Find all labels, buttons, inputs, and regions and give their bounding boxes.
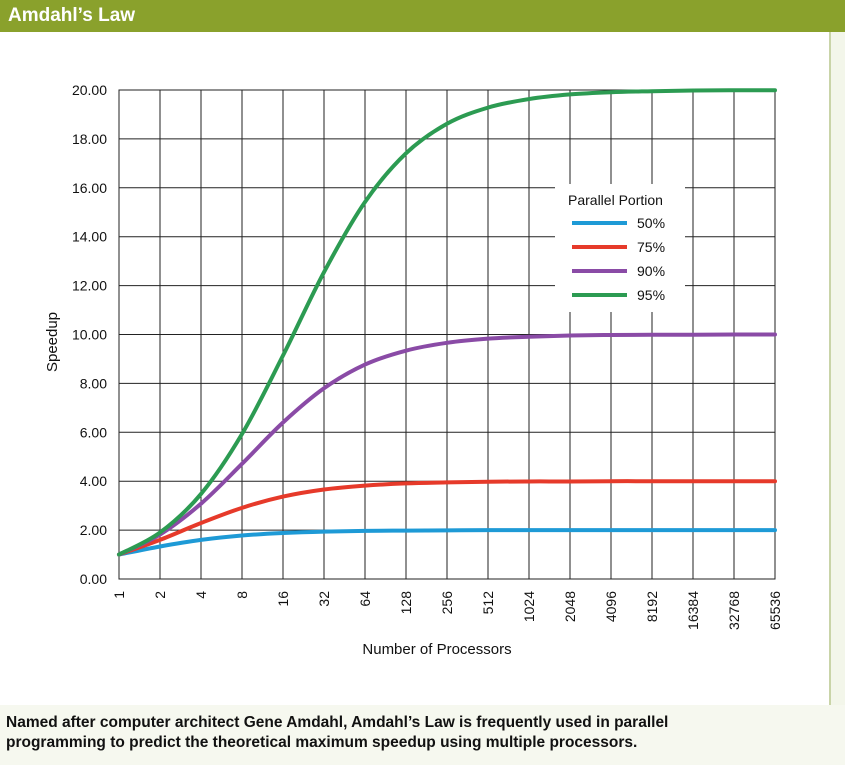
y-tick-label: 16.00 [72,180,107,196]
x-tick-label: 4096 [603,591,619,622]
axes-layer: 0.00 2.00 4.00 6.00 8.00 10.00 12.00 14.00 16.00… [44,82,783,658]
x-axis-title: Number of Processors [362,641,511,658]
header-title: Amdahl’s Law [8,5,136,26]
x-tick-label: 16 [275,591,291,607]
y-tick-label: 0.00 [80,571,107,587]
x-tick-label: 4 [193,591,209,599]
y-axis-title: Speedup [44,312,61,372]
x-tick-label: 1024 [521,591,537,622]
caption-area [0,705,845,765]
series-layer [117,88,777,557]
x-tick-label: 2 [152,591,168,599]
x-tick-label: 8192 [644,591,660,622]
y-tick-label: 8.00 [80,375,107,391]
caption-line-2: programming to predict the theoretical m… [6,734,638,751]
caption-line-1: Named after computer architect Gene Amda… [6,714,669,731]
figure-caption: Named after computer architect Gene Amda… [6,713,826,753]
x-tick-label: 1 [111,591,127,599]
y-tick-label: 10.00 [72,327,107,343]
legend-title: Parallel Portion [568,192,663,208]
x-tick-label: 8 [234,591,250,599]
y-tick-label: 2.00 [80,522,107,538]
chart-panel: 0.00 2.00 4.00 6.00 8.00 10.00 12.00 14.00 16.00… [0,32,831,705]
y-tick-label: 12.00 [72,278,107,294]
legend: Parallel Portion 50% 75% 90% 95% [555,184,685,312]
legend-entry-label: 90% [637,263,665,279]
x-tick-label: 64 [357,591,373,607]
x-tick-label: 65536 [767,591,783,630]
series-line-75pct [117,479,777,557]
x-tick-label: 512 [480,591,496,615]
series-line-95pct [117,88,777,557]
x-tick-label: 2048 [562,591,578,622]
legend-entry-label: 95% [637,287,665,303]
x-tick-label: 32768 [726,591,742,630]
x-tick-label: 32 [316,591,332,607]
header-bar: Amdahl’s Law [0,0,845,32]
y-tick-label: 18.00 [72,131,107,147]
y-tick-label: 6.00 [80,424,107,440]
legend-entry-label: 75% [637,239,665,255]
y-tick-label: 20.00 [72,82,107,98]
speedup-chart: 0.00 2.00 4.00 6.00 8.00 10.00 12.00 14.00 16.00… [44,82,783,658]
x-tick-label: 16384 [685,591,701,630]
y-tick-label: 4.00 [80,473,107,489]
y-tick-label: 14.00 [72,229,107,245]
x-tick-label: 128 [398,591,414,615]
x-tick-label: 256 [439,591,455,615]
legend-entry-label: 50% [637,215,665,231]
series-line-90pct [117,332,777,557]
series-line-50pct [117,528,777,557]
